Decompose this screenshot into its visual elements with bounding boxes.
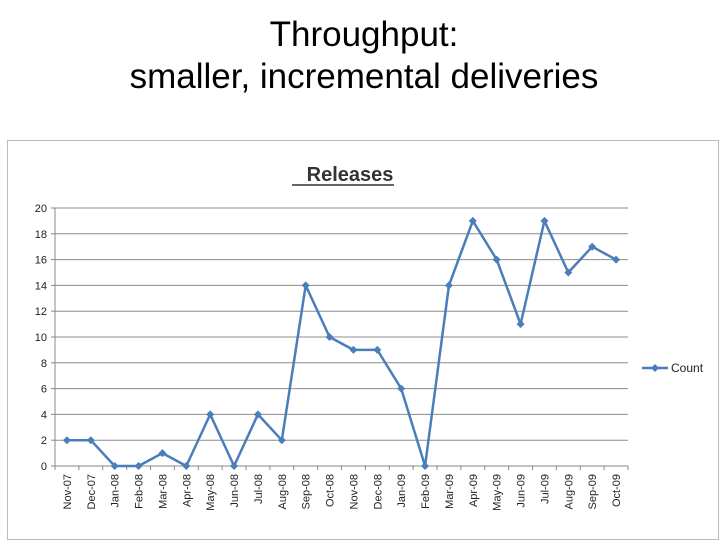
x-tick-label: Dec-08 bbox=[372, 474, 384, 509]
data-point bbox=[230, 462, 239, 470]
y-tick-label: 14 bbox=[35, 280, 47, 292]
x-tick-label: Nov-07 bbox=[62, 474, 74, 509]
data-point bbox=[110, 462, 119, 470]
data-point bbox=[397, 384, 406, 393]
x-tick-label: Oct-09 bbox=[611, 474, 623, 507]
data-point bbox=[492, 255, 501, 264]
y-tick-label: 4 bbox=[41, 409, 47, 421]
legend-marker bbox=[651, 364, 659, 372]
y-tick-label: 6 bbox=[41, 384, 47, 396]
data-point bbox=[277, 436, 286, 445]
x-tick-label: Jul-09 bbox=[539, 474, 551, 504]
y-tick-label: 20 bbox=[35, 203, 47, 215]
legend-label: Count bbox=[671, 361, 704, 375]
x-tick-label: May-08 bbox=[205, 474, 217, 511]
legend: Count bbox=[642, 361, 704, 375]
data-point bbox=[588, 242, 597, 251]
x-tick-label: Aug-09 bbox=[563, 474, 575, 509]
x-tick-label: Sep-08 bbox=[301, 474, 313, 509]
data-point bbox=[373, 345, 382, 354]
data-point bbox=[62, 436, 71, 445]
x-tick-label: Oct-08 bbox=[325, 474, 337, 507]
gridlines bbox=[55, 207, 628, 441]
y-tick-label: 12 bbox=[35, 306, 47, 318]
data-point bbox=[206, 410, 215, 419]
x-tick-label: Dec-07 bbox=[86, 474, 98, 509]
data-point bbox=[253, 410, 262, 419]
data-point bbox=[540, 216, 549, 225]
x-tick-label: Jul-08 bbox=[253, 474, 265, 504]
axes bbox=[51, 207, 629, 470]
data-point bbox=[301, 281, 310, 290]
x-tick-label: Jun-09 bbox=[516, 474, 528, 508]
x-tick-label: Feb-08 bbox=[134, 474, 146, 509]
data-point bbox=[516, 320, 525, 329]
data-point bbox=[349, 345, 358, 354]
data-point bbox=[468, 216, 477, 225]
series-line-count bbox=[66, 219, 617, 468]
y-tick-label: 18 bbox=[35, 229, 47, 241]
data-point bbox=[444, 281, 453, 290]
slide-title-line2: smaller, incremental deliveries bbox=[129, 57, 599, 96]
x-tick-label: Feb-09 bbox=[420, 474, 432, 509]
chart-frame: 0 2 4 6 8 10 12 14 16 18 20 Nov-07 Dec-07 Jan-08 Feb-0… bbox=[7, 140, 719, 540]
data-point bbox=[421, 462, 430, 470]
data-point bbox=[564, 268, 573, 277]
x-tick-label: Mar-09 bbox=[444, 474, 456, 509]
data-point bbox=[134, 462, 143, 470]
chart-title: Releases bbox=[307, 164, 394, 186]
x-tick-label: Jan-09 bbox=[396, 474, 408, 508]
slide-title-line1: Throughput: bbox=[269, 15, 459, 54]
x-tick-label: Sep-09 bbox=[587, 474, 599, 509]
data-point bbox=[158, 449, 167, 458]
x-tick-label: Mar-08 bbox=[157, 474, 169, 509]
x-tick-label: Apr-09 bbox=[468, 474, 480, 507]
y-tick-label: 0 bbox=[41, 461, 47, 473]
data-point bbox=[182, 462, 191, 470]
y-tick-label: 16 bbox=[35, 255, 47, 267]
x-tick-label: May-09 bbox=[492, 474, 504, 511]
slide-title: Throughput: smaller, incremental deliver… bbox=[0, 14, 728, 98]
releases-chart: 0 2 4 6 8 10 12 14 16 18 20 Nov-07 Dec-07 Jan-08 Feb-0… bbox=[35, 164, 704, 511]
y-tick-label: 10 bbox=[35, 332, 47, 344]
x-tick-label: Apr-08 bbox=[181, 474, 193, 507]
data-point bbox=[86, 436, 95, 445]
series-count bbox=[62, 216, 621, 470]
y-tick-label: 8 bbox=[41, 358, 47, 370]
x-tick-label: Aug-08 bbox=[277, 474, 289, 509]
data-point bbox=[325, 333, 334, 341]
x-tick-label: Nov-08 bbox=[348, 474, 360, 509]
tick-labels: 0 2 4 6 8 10 12 14 16 18 20 Nov-07 Dec-07 Jan-08 Feb-0… bbox=[35, 203, 623, 511]
x-tick-label: Jun-08 bbox=[229, 474, 241, 508]
x-tick-label: Jan-08 bbox=[110, 474, 122, 508]
data-point bbox=[612, 255, 621, 264]
y-tick-label: 2 bbox=[41, 435, 47, 447]
